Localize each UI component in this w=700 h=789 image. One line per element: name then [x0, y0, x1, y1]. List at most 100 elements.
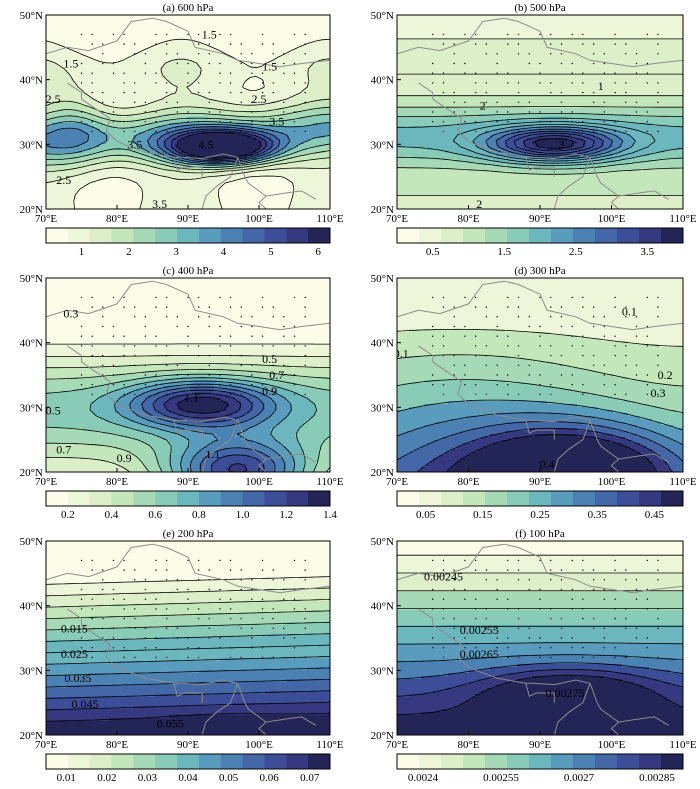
- colorbar: 0.2 0.4 0.6 0.8 1.0 1.2 1.4: [45, 490, 337, 521]
- colorbar: 0.0024 0.00255 0.0027 0.00285: [396, 753, 684, 784]
- y-tick-label: 40°N: [371, 338, 394, 350]
- colorbar-tick-label: 0.00255: [483, 772, 519, 784]
- colorbar-swatch: [595, 754, 618, 769]
- stippling: [80, 33, 306, 133]
- y-tick-label: 20°N: [371, 467, 394, 479]
- colorbar-swatch: [155, 754, 178, 769]
- border-line: [173, 683, 203, 703]
- colorbar-swatch: [419, 754, 442, 769]
- x-tick-label: 70°E: [386, 213, 408, 225]
- border-line: [258, 721, 267, 735]
- contour-label: 0.3: [63, 307, 78, 321]
- x-tick-label: 70°E: [35, 476, 57, 488]
- colorbar-swatch: [463, 754, 486, 769]
- stippling: [432, 296, 659, 396]
- colorbar-swatch: [220, 754, 244, 769]
- x-tick-label: 70°E: [35, 213, 57, 225]
- contour-label: 3.5: [127, 137, 142, 151]
- contour-label: 1.5: [63, 57, 78, 71]
- plot-area: 0.1 0.1 0.2 0.3 0.4: [394, 278, 683, 472]
- colorbar-tick-label: 0.15: [473, 509, 493, 521]
- x-tick-label: 110°E: [316, 476, 343, 488]
- y-tick-label: 20°N: [371, 730, 394, 742]
- border-line: [418, 82, 669, 200]
- colorbar-tick-label: 3.5: [640, 246, 654, 258]
- colorbar-swatch: [529, 491, 552, 506]
- stippling: [432, 559, 659, 659]
- colorbar-swatch: [573, 754, 596, 769]
- colorbar-swatch: [133, 754, 156, 769]
- panel-2: 1 2 3 2 (b) 500 hPa 70°E 80°E 90°E 100°E 110°E 20°…: [371, 2, 697, 258]
- x-tick-label: 90°E: [177, 739, 199, 751]
- border-line: [201, 683, 239, 735]
- border-line: [258, 195, 267, 209]
- plot-area: 0.015 0.025 0.035 0.045 0.055: [46, 541, 330, 735]
- contour-label: 0.055: [157, 716, 184, 730]
- colorbar-tick-label: 1: [79, 246, 85, 258]
- colorbar-swatch: [308, 491, 331, 506]
- colorbar-tick-label: 0.8: [192, 509, 206, 521]
- colorbar-swatch: [177, 491, 200, 506]
- contour-label: 0.1: [394, 347, 409, 361]
- border-line: [46, 543, 330, 594]
- colorbar: 1 2 3 4 5 6: [45, 227, 331, 258]
- border-line: [553, 420, 591, 472]
- colorbar-tick-label: 1.0: [236, 509, 250, 521]
- y-tick-label: 30°N: [20, 665, 43, 677]
- colorbar-swatch: [89, 754, 113, 769]
- colorbar-swatch: [529, 228, 552, 243]
- y-tick-label: 40°N: [20, 601, 43, 613]
- colorbar-swatch: [220, 228, 244, 243]
- colorbar-tick-label: 1.5: [497, 246, 511, 258]
- colorbar-swatch: [573, 228, 596, 243]
- colorbar-swatch: [198, 491, 222, 506]
- contour-label: 3.5: [269, 115, 284, 129]
- colorbar-swatch: [198, 228, 222, 243]
- border-line: [67, 82, 317, 200]
- colorbar-swatch: [529, 754, 552, 769]
- contour-lines: [397, 38, 683, 196]
- panel-3: 0.3 0.5 0.7 0.9 1.1 0.5 0.7 0.9 1.1 (c) 400 hPa 70…: [20, 265, 344, 521]
- contour-label: 0.025: [61, 647, 88, 661]
- colorbar-swatch: [441, 754, 464, 769]
- colorbar-swatch: [463, 491, 486, 506]
- colorbar-swatch: [46, 754, 69, 769]
- panel-title: (f) 100 hPa: [515, 528, 565, 540]
- panel-6: 0.00245 0.00255 0.00265 0.00275 (f) 100 hPa 7…: [371, 528, 697, 784]
- y-tick-label: 30°N: [371, 665, 394, 677]
- colorbar-frame: [396, 753, 684, 770]
- stippling: [432, 33, 659, 133]
- contour-label: 0.045: [72, 697, 99, 711]
- border-line: [201, 157, 239, 209]
- colorbar-swatch: [551, 754, 574, 769]
- colorbar-swatch: [661, 491, 684, 506]
- contour-lines: [46, 576, 330, 722]
- panel-title: (e) 200 hPa: [163, 528, 214, 540]
- y-tick-label: 50°N: [371, 273, 394, 285]
- border-line: [610, 195, 619, 209]
- contour-label: 0.015: [61, 621, 88, 635]
- x-tick-label: 100°E: [598, 476, 626, 488]
- x-tick-label: 90°E: [529, 476, 551, 488]
- colorbar-tick-label: 2.5: [569, 246, 583, 258]
- colorbar-swatch: [507, 228, 530, 243]
- colorbar-swatch: [89, 228, 113, 243]
- y-tick-label: 40°N: [371, 601, 394, 613]
- colorbar-swatch: [397, 491, 420, 506]
- colorbar-tick-label: 0.02: [97, 772, 116, 784]
- contour-label: 4.5: [198, 137, 213, 151]
- colorbar-swatch: [617, 491, 640, 506]
- y-tick-label: 50°N: [20, 10, 43, 22]
- colorbar-swatch: [177, 228, 200, 243]
- colorbar-tick-label: 6: [315, 246, 321, 258]
- colorbar-swatch: [661, 754, 684, 769]
- colorbar: 0.5 1.5 2.5 3.5: [396, 227, 684, 258]
- border-line: [525, 157, 555, 177]
- border-line: [525, 420, 555, 440]
- colorbar-swatch: [441, 228, 464, 243]
- colorbar-swatch: [639, 754, 662, 769]
- colorbar-swatch: [441, 491, 464, 506]
- border-line: [67, 345, 317, 463]
- colorbar-frame: [45, 490, 331, 507]
